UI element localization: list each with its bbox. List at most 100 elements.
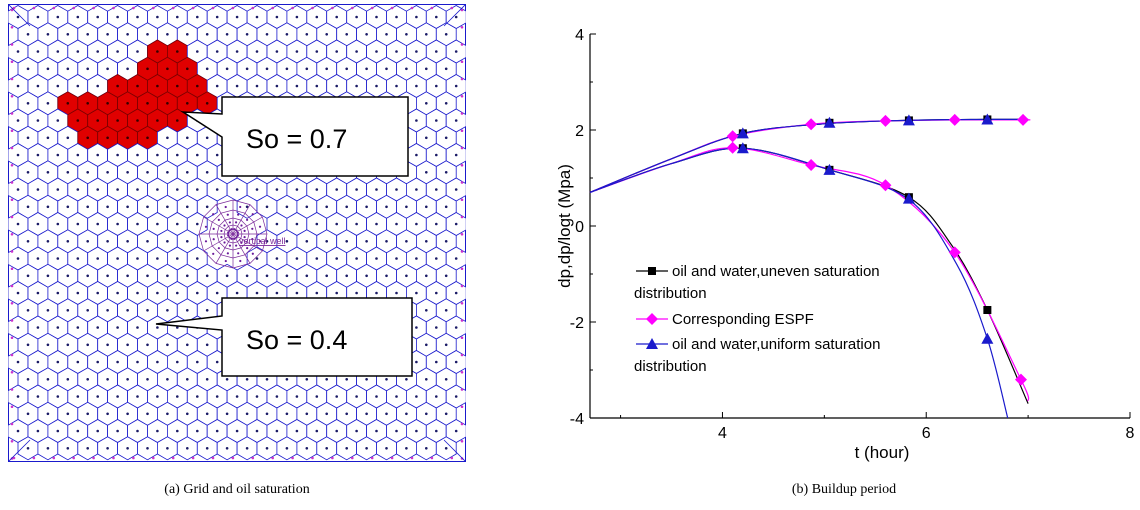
cell-node xyxy=(116,257,119,260)
boundary-node xyxy=(370,456,374,460)
cell-node xyxy=(26,447,30,450)
cell-node xyxy=(405,33,408,36)
cell-node xyxy=(315,15,319,19)
series-2-point xyxy=(981,332,994,344)
cell-node xyxy=(435,360,438,364)
cell-node xyxy=(444,171,448,174)
boundary-node xyxy=(10,60,14,64)
series-1-point xyxy=(879,114,892,127)
cell-node xyxy=(385,274,388,278)
well-node xyxy=(228,229,231,232)
cell-node xyxy=(275,15,279,19)
cell-node xyxy=(415,429,418,433)
boundary-node xyxy=(460,215,464,219)
cell-node xyxy=(46,447,50,450)
cell-node xyxy=(355,15,358,19)
cell-node xyxy=(126,136,129,140)
well-spoke xyxy=(232,216,263,235)
corner-edge xyxy=(443,439,467,463)
boundary-node xyxy=(72,6,75,10)
cell-node xyxy=(205,343,209,347)
series-1-point xyxy=(1014,373,1027,386)
boundary-node xyxy=(10,267,14,271)
well-spoke xyxy=(203,233,234,252)
boundary-node xyxy=(460,25,464,29)
cell-node xyxy=(205,309,209,312)
cell-node xyxy=(225,378,229,381)
cell-node xyxy=(205,274,209,278)
boundary-node xyxy=(460,198,464,202)
cell-node xyxy=(186,240,189,243)
cell-node xyxy=(215,429,219,433)
cell-node xyxy=(315,291,319,295)
cell-node xyxy=(126,447,129,450)
well-node xyxy=(236,231,239,234)
cell-node xyxy=(315,395,319,398)
boundary-node xyxy=(460,129,464,133)
boundary-node xyxy=(10,370,14,374)
cell-node xyxy=(315,50,319,53)
boundary-node xyxy=(10,422,14,426)
cell-node xyxy=(395,291,398,295)
cell-node xyxy=(126,67,129,71)
cell-node xyxy=(235,291,239,295)
y-axis-label: dp,dp/logt (Mpa) xyxy=(555,164,574,288)
cell-node xyxy=(186,171,189,174)
cell-node xyxy=(96,291,99,295)
cell-node xyxy=(116,326,119,329)
cell-node xyxy=(136,153,139,157)
cell-node xyxy=(16,188,20,191)
legend-label-2: distribution xyxy=(634,358,707,375)
cell-node xyxy=(26,309,30,312)
cell-node xyxy=(265,412,269,416)
cell-node xyxy=(444,447,448,450)
cell-node xyxy=(365,447,368,450)
cell-node xyxy=(365,205,368,209)
cell-node xyxy=(166,33,169,36)
cell-node xyxy=(435,326,438,329)
well-node xyxy=(246,218,249,221)
cell-node xyxy=(196,257,199,260)
cell-node xyxy=(454,50,458,53)
cell-node xyxy=(176,119,179,122)
cell-node xyxy=(315,84,319,88)
cell-node xyxy=(186,67,189,71)
cell-node xyxy=(56,360,60,364)
boundary-node xyxy=(460,353,464,357)
cell-node xyxy=(295,222,299,226)
cell-node xyxy=(136,50,139,53)
cell-node xyxy=(415,153,418,157)
cell-node xyxy=(355,395,358,398)
cell-node xyxy=(96,395,99,398)
boundary-node xyxy=(10,112,14,115)
cell-node xyxy=(116,188,119,191)
boundary-node xyxy=(460,405,464,409)
legend-marker-2 xyxy=(646,338,658,349)
series-1-point xyxy=(726,130,739,143)
cell-node xyxy=(375,84,378,88)
boundary-node xyxy=(450,456,454,460)
series-2-point xyxy=(736,142,749,154)
cell-node xyxy=(355,257,358,260)
cell-node xyxy=(395,395,398,398)
cell-node xyxy=(116,50,119,53)
cell-node xyxy=(425,447,428,450)
cell-node xyxy=(136,326,139,329)
boundary-node xyxy=(10,232,14,236)
cell-node xyxy=(186,102,189,105)
boundary-node xyxy=(10,146,14,150)
cell-node xyxy=(395,429,398,433)
y-tick-label: 2 xyxy=(575,123,584,140)
series-0-point xyxy=(983,306,992,314)
cell-node xyxy=(215,188,219,191)
cell-node xyxy=(136,291,139,295)
cell-node xyxy=(166,102,169,105)
cell-node xyxy=(166,378,169,381)
cell-node xyxy=(36,326,40,329)
boundary-node xyxy=(460,232,464,236)
boundary-node xyxy=(460,250,464,253)
boundary-node xyxy=(152,6,155,10)
cell-node xyxy=(405,274,408,278)
cell-node xyxy=(235,15,239,19)
cell-node xyxy=(166,67,169,71)
